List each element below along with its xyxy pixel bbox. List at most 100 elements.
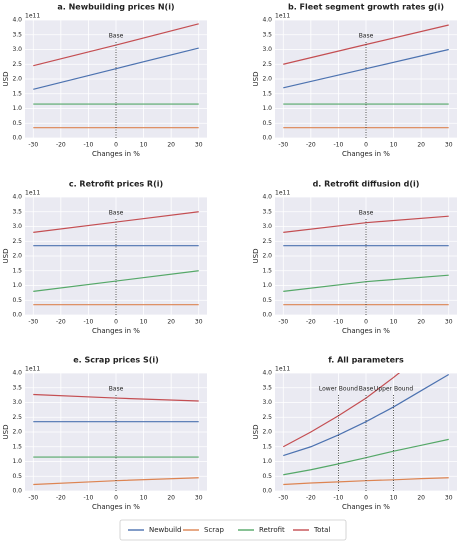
x-tick-label: 10 — [390, 319, 398, 326]
y-tick-label: 4.0 — [262, 370, 272, 377]
y-tick-label: 1.5 — [12, 90, 22, 97]
x-tick-label: 0 — [114, 142, 118, 149]
y-tick-label: 2.0 — [262, 253, 272, 260]
y-tick-label: 1.5 — [262, 267, 272, 274]
annotation: Base — [359, 33, 374, 40]
x-tick-label: 20 — [167, 319, 175, 326]
x-tick-label: 0 — [364, 319, 368, 326]
y-tick-label: 3.5 — [262, 208, 272, 215]
x-tick-label: 0 — [364, 142, 368, 149]
y-tick-label: 3.5 — [12, 208, 22, 215]
y-axis-label: USD — [2, 425, 10, 440]
y-tick-label: 0.5 — [12, 473, 22, 480]
x-tick-label: -30 — [28, 319, 38, 326]
y-tick-label: 1.0 — [262, 105, 272, 112]
x-tick-label: 30 — [445, 142, 453, 149]
x-tick-label: -30 — [278, 319, 288, 326]
y-tick-label: 2.0 — [12, 429, 22, 436]
y-tick-label: 3.0 — [262, 46, 272, 53]
x-tick-label: -10 — [334, 142, 344, 149]
y-tick-label: 0.5 — [12, 297, 22, 304]
x-tick-label: 30 — [445, 319, 453, 326]
series-line — [283, 24, 449, 65]
legend-label: Retrofit — [259, 526, 285, 534]
x-tick-label: 20 — [417, 495, 425, 502]
y-tick-label: 1.5 — [262, 443, 272, 450]
y-tick-label: 2.0 — [12, 76, 22, 83]
y-tick-label: 0.0 — [262, 135, 272, 142]
chart-title: a. Newbuilding prices N(i) — [57, 3, 174, 12]
y-tick-label: 1.0 — [262, 458, 272, 465]
y-tick-label: 0.5 — [262, 120, 272, 127]
x-tick-label: 20 — [417, 319, 425, 326]
x-tick-label: 10 — [140, 319, 148, 326]
x-tick-label: -20 — [56, 495, 66, 502]
x-tick-label: -20 — [306, 319, 316, 326]
x-tick-label: -10 — [84, 142, 94, 149]
y-multiplier: 1e11 — [275, 13, 290, 20]
y-tick-label: 2.5 — [262, 238, 272, 245]
y-tick-label: 3.5 — [12, 384, 22, 391]
chart-title: d. Retrofit diffusion d(i) — [313, 180, 420, 189]
x-tick-label: 30 — [195, 319, 203, 326]
x-tick-label: -10 — [334, 319, 344, 326]
x-tick-label: -10 — [334, 495, 344, 502]
x-tick-label: 10 — [140, 142, 148, 149]
y-tick-label: 0.0 — [262, 312, 272, 319]
y-tick-label: 3.5 — [262, 384, 272, 391]
series-line — [283, 48, 449, 89]
x-tick-label: -10 — [84, 319, 94, 326]
x-tick-label: -30 — [278, 142, 288, 149]
x-tick-label: 0 — [364, 495, 368, 502]
y-multiplier: 1e11 — [25, 13, 40, 20]
x-tick-label: 0 — [114, 319, 118, 326]
y-tick-label: 2.0 — [12, 253, 22, 260]
annotation: Base — [109, 386, 124, 393]
y-multiplier: 1e11 — [275, 190, 290, 197]
x-tick-label: -20 — [306, 142, 316, 149]
x-tick-label: -30 — [28, 495, 38, 502]
y-tick-label: 1.0 — [12, 105, 22, 112]
y-tick-label: 2.5 — [12, 61, 22, 68]
y-tick-label: 3.0 — [12, 46, 22, 53]
y-tick-label: 2.5 — [12, 414, 22, 421]
y-axis-label: USD — [252, 72, 260, 87]
y-tick-label: 0.0 — [12, 312, 22, 319]
x-axis-label: Changes in % — [92, 150, 140, 158]
y-tick-label: 3.5 — [262, 31, 272, 38]
annotation: Base — [109, 210, 124, 217]
x-tick-label: 30 — [445, 495, 453, 502]
annotation: Base — [359, 386, 374, 393]
y-tick-label: 4.0 — [12, 17, 22, 24]
y-tick-label: 3.0 — [12, 399, 22, 406]
y-tick-label: 2.0 — [262, 429, 272, 436]
chart-title: c. Retrofit prices R(i) — [69, 180, 163, 189]
x-axis-label: Changes in % — [342, 150, 390, 158]
series-line — [283, 215, 449, 233]
x-tick-label: 0 — [114, 495, 118, 502]
y-tick-label: 1.5 — [12, 443, 22, 450]
y-tick-label: 0.5 — [12, 120, 22, 127]
chart-title: f. All parameters — [328, 356, 404, 365]
x-tick-label: -20 — [56, 142, 66, 149]
y-axis-label: USD — [2, 72, 10, 87]
x-tick-label: 10 — [390, 142, 398, 149]
y-multiplier: 1e11 — [25, 190, 40, 197]
x-tick-label: -10 — [84, 495, 94, 502]
x-tick-label: 10 — [390, 495, 398, 502]
x-axis-label: Changes in % — [92, 503, 140, 511]
y-axis-label: USD — [252, 249, 260, 264]
annotation: Base — [359, 210, 374, 217]
y-tick-label: 0.5 — [262, 297, 272, 304]
y-tick-label: 3.0 — [262, 223, 272, 230]
chart-title: b. Fleet segment growth rates g(i) — [288, 3, 444, 12]
y-tick-label: 0.0 — [262, 488, 272, 495]
y-tick-label: 0.5 — [262, 473, 272, 480]
x-tick-label: 20 — [167, 495, 175, 502]
legend-label: Total — [313, 526, 330, 534]
legend-label: Newbuild — [149, 526, 181, 534]
annotation: Upper Bound — [374, 386, 413, 393]
y-multiplier: 1e11 — [275, 366, 290, 373]
y-tick-label: 3.0 — [12, 223, 22, 230]
